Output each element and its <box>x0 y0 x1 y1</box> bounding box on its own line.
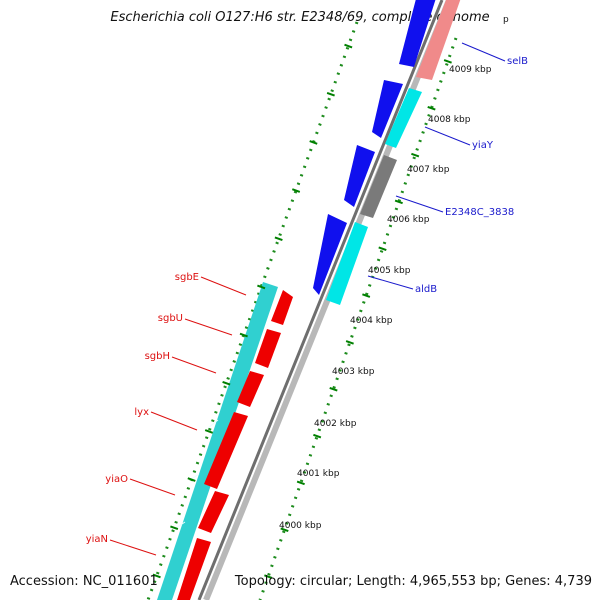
gene-label-yiaN[interactable]: yiaN <box>86 534 108 545</box>
gene-feature[interactable] <box>198 491 229 533</box>
ruler-tick <box>264 574 273 579</box>
scale-label: 4006 kbp <box>387 215 430 225</box>
ruler-tick <box>309 140 318 145</box>
gene-label-yiaY[interactable]: yiaY <box>472 140 494 151</box>
scale-label: 4000 kbp <box>279 521 322 531</box>
ruler-tick <box>170 525 179 531</box>
inner-ruler-line <box>258 37 458 600</box>
label-leader-line <box>395 195 444 213</box>
outer-ruler-line <box>146 21 359 600</box>
ruler-tick <box>239 332 248 338</box>
ruler-tick <box>411 152 420 158</box>
label-leader-line <box>184 318 233 336</box>
scale-label: 4005 kbp <box>368 266 411 276</box>
scale-label: 4001 kbp <box>297 469 340 479</box>
genome-title: Escherichia coli O127:H6 str. E2348/69, … <box>110 10 490 25</box>
ruler-tick <box>344 43 353 49</box>
ruler-tick <box>427 105 436 111</box>
ruler-tick <box>443 59 452 64</box>
ruler-tick <box>296 480 305 486</box>
gene-label-selB[interactable]: selB <box>507 56 528 67</box>
label-leader-line <box>424 126 471 146</box>
label-leader-line <box>367 275 414 290</box>
gene-label-aldB[interactable]: aldB <box>415 284 437 295</box>
strip-divider <box>207 419 219 429</box>
label-leader-line <box>200 276 247 296</box>
label-leader-line <box>461 42 506 62</box>
ruler-tick <box>291 188 301 193</box>
accession-label: Accession: NC_011601 <box>10 574 158 589</box>
ruler-tick <box>187 477 196 482</box>
scale-label: 4009 kbp <box>449 65 492 75</box>
gene-feature[interactable] <box>360 155 397 218</box>
scale-label: 4003 kbp <box>332 367 375 377</box>
gene-feature[interactable] <box>271 290 293 325</box>
scale-label: 4002 kbp <box>314 419 357 429</box>
ruler-tick <box>204 429 214 434</box>
gene-label-sgbU[interactable]: sgbU <box>158 313 183 324</box>
gene-feature[interactable] <box>385 88 422 148</box>
gene-feature[interactable] <box>344 145 375 207</box>
scale-label: 4004 kbp <box>350 316 393 326</box>
ruler-tick <box>394 199 403 205</box>
ruler-tick <box>362 293 371 298</box>
ruler-ticks <box>152 43 452 579</box>
ruler-tick <box>280 527 289 533</box>
gene-feature[interactable] <box>177 538 211 600</box>
strip-divider <box>175 521 186 529</box>
gene-label-yiaO[interactable]: yiaO <box>105 474 128 485</box>
ruler-tick <box>222 380 231 386</box>
genome-backbone-shadow <box>197 0 444 600</box>
label-leader-line <box>129 478 176 496</box>
label-leader-line <box>171 356 217 374</box>
scale-label: 4007 kbp <box>407 165 450 175</box>
rna-feature-strip <box>157 282 278 600</box>
scale-label: 4008 kbp <box>428 115 471 125</box>
gene-label-sgbH[interactable]: sgbH <box>145 351 170 362</box>
label-leader-line <box>150 411 198 431</box>
gene-feature[interactable] <box>399 0 437 67</box>
ruler-tick <box>313 433 322 439</box>
gene-label-sgbE[interactable]: sgbE <box>175 272 199 283</box>
gene-feature[interactable] <box>237 371 264 407</box>
gene-feature[interactable] <box>416 0 462 80</box>
ruler-tick <box>274 236 283 242</box>
ruler-tick <box>345 340 354 345</box>
topology-label: Topology: circular; Length: 4,965,553 bp… <box>234 574 592 589</box>
label-leader-line <box>109 539 157 556</box>
gene-feature[interactable] <box>255 329 281 368</box>
gene-label-lyx[interactable]: lyx <box>134 407 149 418</box>
ruler-tick <box>326 91 335 97</box>
ruler-tick <box>152 573 161 579</box>
ruler-tick <box>329 386 338 392</box>
gene-feature[interactable] <box>326 222 368 305</box>
gene-feature[interactable] <box>204 412 248 489</box>
gene-feature[interactable] <box>372 80 403 138</box>
ruler-tick <box>378 246 387 252</box>
scale-label: p <box>503 15 509 25</box>
ruler-tick <box>257 284 266 290</box>
gene-label-E2348C_3838[interactable]: E2348C_3838 <box>445 207 514 218</box>
gene-feature[interactable] <box>313 214 347 295</box>
